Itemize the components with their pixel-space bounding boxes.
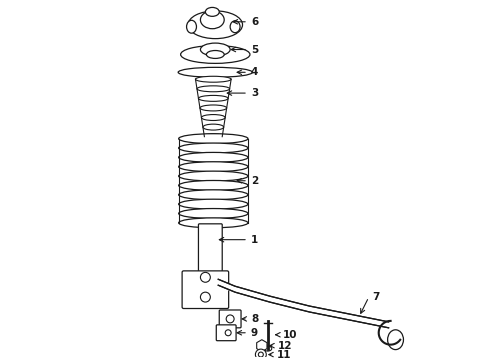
Ellipse shape [178, 67, 252, 77]
Circle shape [200, 292, 210, 302]
Text: 2: 2 [251, 176, 258, 186]
Ellipse shape [179, 171, 248, 181]
FancyBboxPatch shape [182, 271, 229, 309]
Text: 6: 6 [251, 17, 258, 27]
Ellipse shape [200, 105, 227, 111]
Ellipse shape [179, 199, 248, 209]
Text: 7: 7 [372, 292, 379, 302]
Text: 11: 11 [277, 350, 291, 360]
Ellipse shape [201, 114, 225, 121]
Ellipse shape [179, 134, 248, 144]
Ellipse shape [203, 124, 224, 130]
Text: 1: 1 [251, 235, 258, 245]
Ellipse shape [179, 208, 248, 219]
Text: 12: 12 [278, 341, 292, 351]
Ellipse shape [230, 21, 240, 33]
FancyBboxPatch shape [219, 310, 241, 328]
Ellipse shape [179, 190, 248, 200]
Text: 4: 4 [251, 67, 258, 77]
Ellipse shape [388, 330, 403, 350]
Ellipse shape [179, 180, 248, 190]
Circle shape [200, 273, 210, 282]
Circle shape [226, 315, 234, 323]
Ellipse shape [179, 152, 248, 162]
Circle shape [225, 330, 231, 336]
Ellipse shape [187, 20, 196, 33]
Text: 3: 3 [251, 88, 258, 98]
Ellipse shape [205, 8, 219, 16]
Text: 9: 9 [251, 328, 258, 338]
Text: 5: 5 [251, 45, 258, 54]
Ellipse shape [179, 162, 248, 172]
Ellipse shape [179, 218, 248, 228]
Ellipse shape [264, 346, 272, 351]
Ellipse shape [188, 11, 243, 39]
Ellipse shape [200, 11, 224, 29]
Ellipse shape [198, 95, 228, 102]
Ellipse shape [197, 86, 230, 92]
Ellipse shape [206, 50, 224, 58]
Circle shape [258, 352, 263, 357]
Circle shape [255, 349, 266, 360]
FancyBboxPatch shape [216, 325, 236, 341]
Ellipse shape [196, 76, 231, 82]
Ellipse shape [200, 43, 230, 56]
Ellipse shape [179, 143, 248, 153]
Text: 8: 8 [251, 314, 258, 324]
Text: 10: 10 [283, 330, 297, 340]
FancyBboxPatch shape [198, 224, 222, 273]
Ellipse shape [204, 134, 222, 140]
Ellipse shape [181, 46, 250, 63]
